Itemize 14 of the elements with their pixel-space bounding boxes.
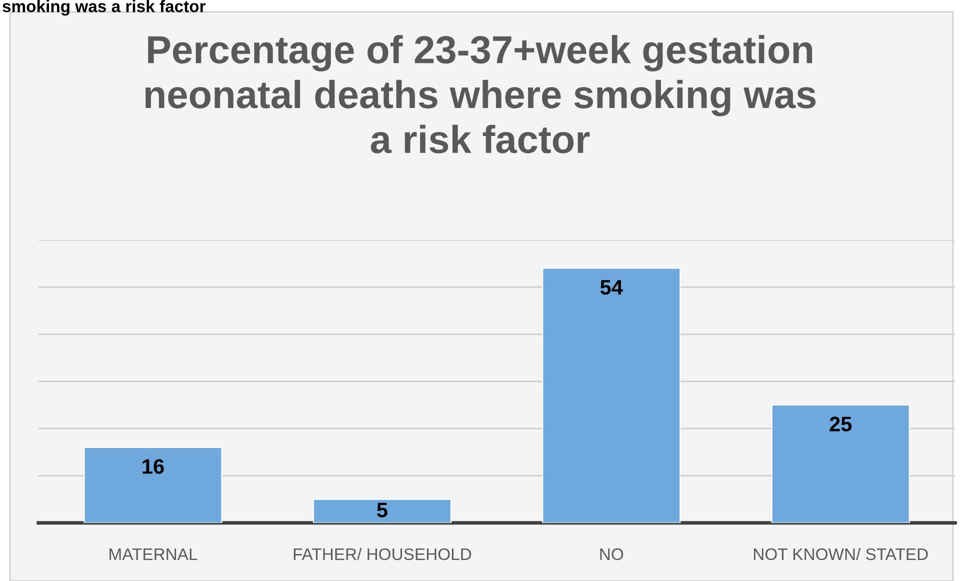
bar: [312, 498, 452, 523]
x-tick-label: NO: [600, 548, 624, 560]
x-tick-label: NOT KNOWN/ STATED: [754, 548, 928, 560]
bar: [771, 404, 910, 523]
data-label: 5: [377, 502, 388, 518]
bar: [542, 268, 681, 523]
x-tick-label: MATERNAL: [110, 548, 198, 560]
bar: [84, 446, 222, 523]
data-label: 25: [830, 416, 852, 432]
x-tick-label: FATHER/ HOUSEHOLD: [294, 548, 472, 560]
data-label: 16: [142, 459, 164, 474]
text: smoking was a risk factor: [2, 0, 206, 16]
chart-title: Percentage of 23-37+week gestation neonatal deaths where smoking was a risk factor: [145, 35, 816, 154]
data-label: 54: [600, 280, 623, 295]
